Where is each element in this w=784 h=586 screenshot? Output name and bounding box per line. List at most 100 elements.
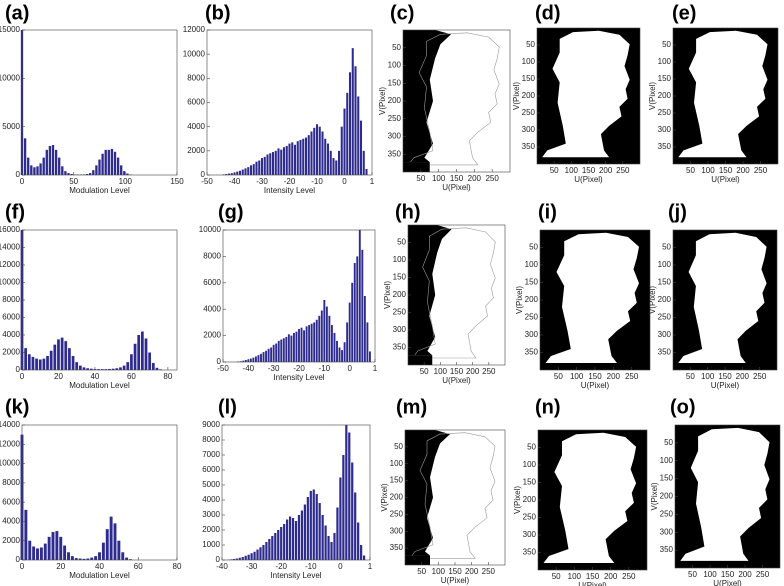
x-axis-label: U(Pixel) (581, 381, 610, 390)
bar (255, 161, 258, 175)
y-tick-label: 6000 (202, 465, 220, 474)
bar (356, 256, 359, 362)
y-tick-label: 200 (525, 295, 539, 304)
y-tick-label: 0 (16, 555, 21, 564)
panel-title: (i) (538, 201, 557, 223)
bar (64, 341, 68, 370)
bar (35, 358, 38, 370)
bar (82, 558, 86, 560)
bar (298, 329, 300, 362)
x-axis-label: Modulation Level (69, 571, 130, 580)
y-tick-label: 50 (529, 243, 538, 252)
y-axis-label: V(Pixel) (380, 483, 389, 511)
image-region (408, 225, 452, 356)
panel-title: (k) (5, 396, 29, 418)
bar (238, 170, 242, 175)
bar (305, 326, 308, 362)
bar (64, 171, 67, 175)
panel: (f) 0 20 40 60 80 0 2000 4000 6000 8000 10000 12000 1… (0, 201, 178, 390)
x-tick-label: -50 (201, 177, 213, 186)
bar (241, 557, 244, 560)
bar (110, 148, 114, 175)
axes-frame (21, 424, 178, 561)
bar (271, 152, 275, 175)
bar (244, 555, 247, 560)
y-tick-label: 2000 (2, 348, 20, 357)
x-axis-label: U(Pixel) (442, 376, 471, 385)
axes-frame (221, 424, 371, 561)
y-tick-label: 200 (388, 96, 402, 105)
bar (130, 354, 133, 370)
bar (262, 545, 265, 560)
bar (100, 369, 104, 370)
x-tick-label: 40 (95, 562, 104, 571)
bar (323, 299, 326, 362)
bar (89, 368, 93, 370)
y-tick-label: 16000 (0, 225, 21, 234)
y-tick-label: 150 (660, 474, 674, 483)
x-tick-label: -10 (319, 364, 331, 373)
y-tick-label: 350 (388, 149, 402, 158)
y-tick-label: 300 (522, 125, 536, 134)
x-tick-label: 0 (347, 364, 352, 373)
y-tick-label: 250 (658, 313, 672, 322)
y-tick-label: 1000 (202, 540, 220, 549)
bar (94, 556, 98, 560)
bar (107, 149, 110, 175)
image-region (678, 232, 767, 363)
panel: (m)50 100 150 200 25050100150200250300350U(P… (380, 396, 506, 585)
bar (241, 169, 244, 175)
y-tick-label: 200 (393, 290, 407, 299)
bar (27, 157, 30, 175)
bar (299, 139, 302, 175)
x-tick-label: 100 (565, 166, 579, 175)
y-tick-label: 8000 (187, 73, 205, 82)
x-tick-label: 0 (20, 372, 25, 381)
bar (101, 153, 104, 175)
y-tick-label: 300 (388, 132, 402, 141)
bar (300, 510, 304, 560)
bar (39, 547, 43, 560)
y-tick-label: 250 (522, 108, 536, 117)
bar (327, 536, 330, 560)
y-tick-label: 200 (658, 295, 672, 304)
bar (249, 358, 252, 362)
x-tick-label: 150 (586, 572, 600, 581)
y-tick-label: 100 (388, 61, 402, 70)
y-tick-label: 350 (525, 348, 539, 357)
x-tick-label: 80 (173, 562, 182, 571)
bar (43, 543, 47, 560)
bar (253, 551, 256, 560)
bar (36, 166, 39, 175)
y-tick-label: 10000 (183, 49, 206, 58)
bar (296, 141, 299, 175)
bar (82, 367, 86, 370)
image-region (405, 430, 450, 556)
x-tick-label: 150 (588, 372, 602, 381)
y-tick-label: 50 (662, 243, 671, 252)
y-tick-label: 15000 (0, 25, 21, 34)
bar (123, 171, 126, 175)
bar (337, 150, 341, 175)
x-tick-label: 100 (432, 567, 446, 576)
bar (277, 148, 280, 175)
bar (126, 362, 130, 370)
bar (252, 357, 255, 362)
x-tick-label: 200 (604, 572, 618, 581)
panel: (i) 50 100 150 200 250 50 100 150 200 250 300 350 U(P… (515, 201, 651, 390)
bar (286, 519, 289, 560)
y-tick-label: 250 (393, 308, 407, 317)
bar (86, 558, 90, 560)
bar (321, 131, 324, 175)
x-axis-label: U(Pixel) (711, 381, 740, 390)
x-tick-label: 200 (736, 166, 750, 175)
x-tick-label: 0 (342, 177, 347, 186)
x-tick-label: 20 (56, 562, 65, 571)
bar (291, 518, 295, 560)
x-tick-label: 200 (736, 372, 750, 381)
y-tick-label: 100 (390, 459, 404, 468)
panel-title: (c) (390, 2, 414, 24)
bar (288, 143, 291, 175)
bar (340, 126, 343, 175)
y-tick-label: 14000 (0, 243, 21, 252)
